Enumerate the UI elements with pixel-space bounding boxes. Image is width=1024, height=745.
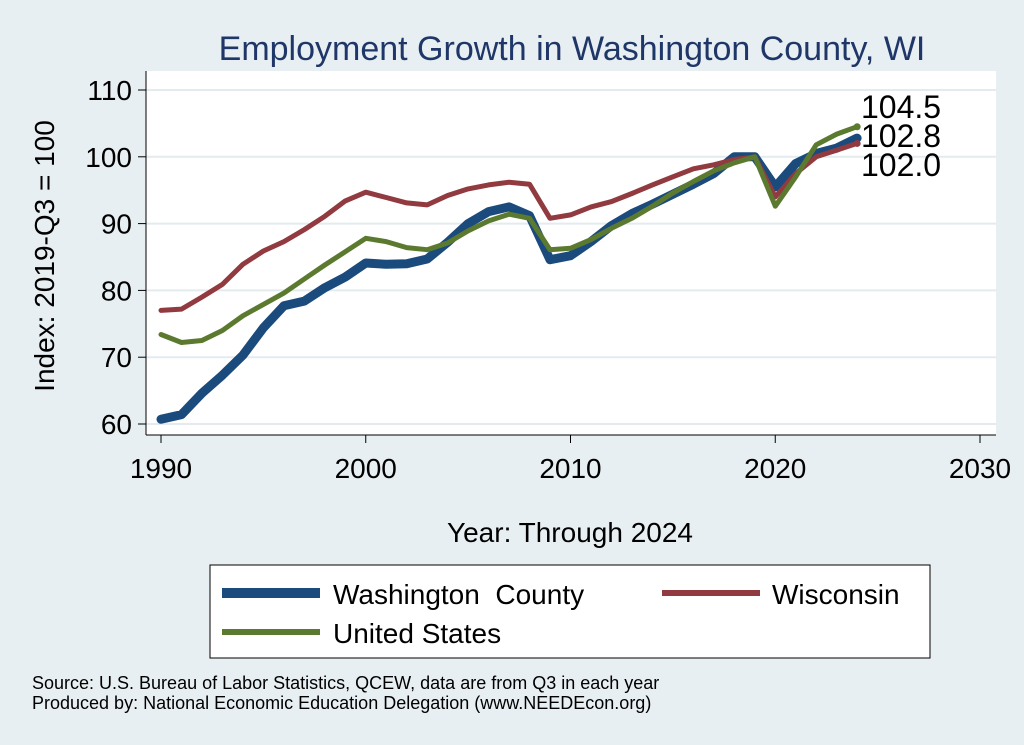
y-axis-label: Index: 2019-Q3 = 100 — [29, 120, 60, 392]
x-tick-label: 2030 — [949, 453, 1011, 484]
x-axis-label: Year: Through 2024 — [447, 517, 693, 548]
end-value-label: 102.8 — [861, 118, 941, 154]
y-tick-label: 80 — [101, 275, 132, 306]
chart-title: Employment Growth in Washington County, … — [219, 30, 926, 68]
x-ticks: 1990 2000 2010 2020 2030 — [130, 435, 1011, 484]
y-ticks: 60 70 80 90 100 110 — [85, 75, 146, 440]
legend: Washington County Wisconsin United State… — [209, 564, 931, 659]
y-tick-label: 70 — [101, 342, 132, 373]
x-tick-label: 1990 — [130, 453, 192, 484]
legend-label-wisconsin: Wisconsin — [772, 579, 900, 610]
legend-label-washington: Washington County — [333, 579, 584, 610]
legend-label-us: United States — [333, 618, 501, 649]
series-lines — [156, 123, 862, 424]
series-endpoint — [853, 139, 861, 147]
series-endpoint — [853, 134, 861, 142]
legend-box — [209, 564, 931, 659]
end-value-label: 102.0 — [861, 147, 941, 183]
y-tick-label: 90 — [101, 209, 132, 240]
producer-note: Produced by: National Economic Education… — [32, 693, 651, 713]
x-tick-label: 2000 — [335, 453, 397, 484]
x-tick-label: 2020 — [744, 453, 806, 484]
y-tick-label: 60 — [101, 409, 132, 440]
source-note: Source: U.S. Bureau of Labor Statistics,… — [32, 673, 659, 693]
x-tick-label: 2010 — [539, 453, 601, 484]
united-states-line — [158, 124, 860, 345]
series-endpoint — [853, 123, 861, 131]
y-tick-label: 100 — [85, 142, 132, 173]
y-tick-label: 110 — [87, 75, 132, 106]
end-value-label: 104.5 — [861, 89, 941, 125]
